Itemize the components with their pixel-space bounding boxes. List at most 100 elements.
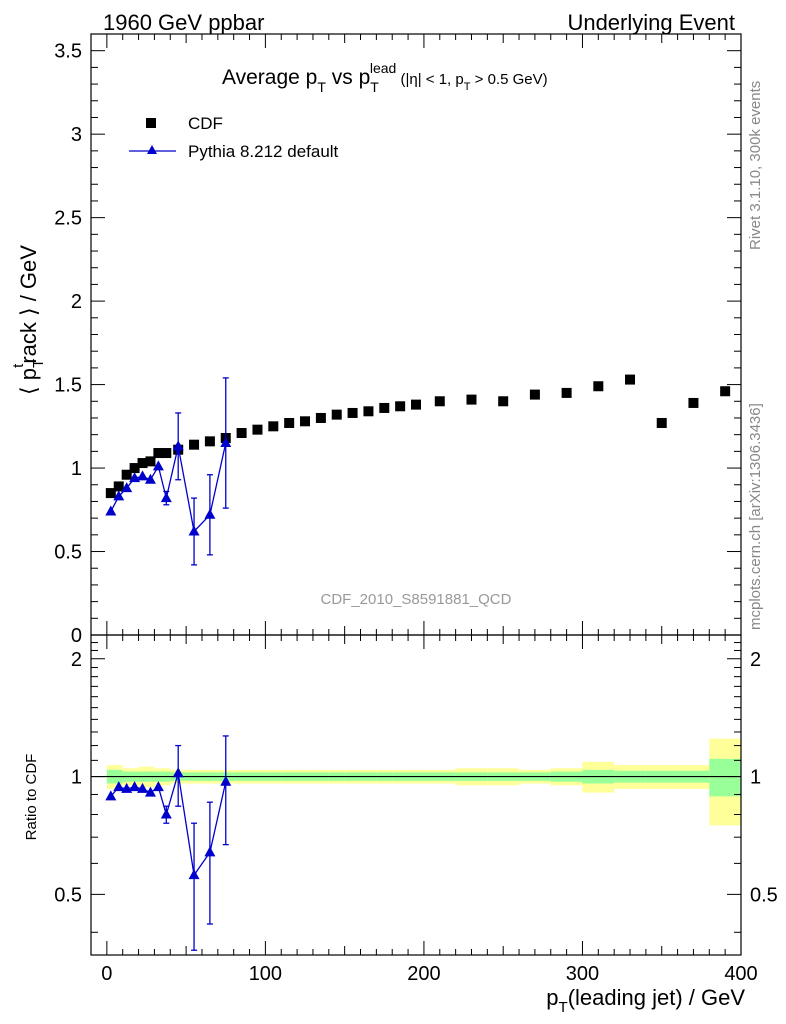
xlabel-p: p [546, 985, 558, 1010]
ratio-y-tick-label-right: 2 [750, 649, 761, 671]
cdf-data-point [529, 389, 540, 400]
y-tick-label: 2.5 [54, 208, 82, 230]
x-tick-label: 100 [249, 963, 282, 985]
pythia-ratio-point [152, 781, 164, 792]
y-tick-label: 3.5 [54, 41, 82, 63]
y-tick-label: 1.5 [54, 375, 82, 397]
plot-title: Average pT vs pTlead (|η| < 1, pT > 0.5 … [222, 60, 548, 95]
y-tick-label: 2 [71, 291, 82, 313]
title-sub1: T [317, 79, 326, 95]
cdf-data-point [720, 386, 731, 397]
cdf-data-point [331, 409, 342, 420]
y-tick-label: 3 [71, 124, 82, 146]
header-left: 1960 GeV ppbar [103, 10, 264, 35]
y-tick-label: 0.5 [54, 542, 82, 564]
cdf-data-point [379, 402, 390, 413]
cdf-data-point [300, 416, 311, 427]
xlabel-rest: (leading jet) / GeV [568, 985, 746, 1010]
ratio-y-axis-label: Ratio to CDF [23, 754, 40, 841]
x-tick-label: 300 [566, 963, 599, 985]
cdf-data-point [153, 448, 164, 459]
band-inner [709, 758, 741, 797]
x-tick-label: 400 [724, 963, 757, 985]
ratio-y-tick-label: 1 [71, 767, 82, 789]
cdf-data-point [145, 456, 156, 467]
cdf-data-point [411, 399, 421, 410]
main-panel-marks [105, 374, 731, 566]
axes: 0 100 200 300 400 0 0.5 1 1.5 2 2.5 3 3.5 0.5 0.5 1 1 2 2 [54, 33, 778, 985]
side-label-mcplots: mcplots.cern.ch [arXiv:1306.3436] [747, 403, 764, 630]
legend-data-label: CDF [188, 114, 223, 133]
pythia-point [121, 482, 133, 493]
x-tick-label: 0 [101, 963, 112, 985]
pythia-ratio-point [220, 775, 232, 786]
pythia-point [105, 505, 117, 516]
cdf-data-point [284, 417, 295, 428]
pythia-point [129, 472, 141, 483]
cdf-data-point [137, 458, 148, 469]
pythia-ratio-point [129, 781, 141, 792]
pythia-ratio-point [113, 781, 125, 792]
ratio-y-tick-label-right: 0.5 [750, 884, 778, 906]
pythia-ratio-point [172, 767, 184, 778]
pythia-point [188, 525, 200, 536]
side-label-rivet: Rivet 3.1.10, 300k events [747, 81, 764, 250]
pythia-point [137, 470, 149, 481]
legend-data-marker [146, 118, 156, 128]
cdf-data-point [395, 401, 406, 412]
y-tick-label: 0 [71, 625, 82, 647]
ylabel-rest: rack ⟩ / GeV [16, 245, 41, 364]
y-axis-label: ⟨ pTtrack ⟩ / GeV [10, 245, 47, 395]
ylabel-open: ⟨ p [16, 368, 41, 395]
cdf-data-point [204, 436, 215, 447]
ylabel-sub: T [30, 359, 47, 368]
pythia-point [220, 437, 232, 448]
header-right: Underlying Event [567, 10, 735, 35]
title-cut-end: > 0.5 GeV) [470, 71, 547, 88]
title-sub3: T [464, 81, 471, 93]
ylabel-sup: t [10, 363, 27, 368]
title-cut: (|η| < 1, p [396, 71, 463, 88]
title-sup: lead [370, 60, 396, 76]
ratio-y-tick-label-right: 1 [750, 767, 761, 789]
ratio-panel-marks [105, 735, 232, 951]
title-mid: vs p [326, 66, 370, 89]
cdf-data-point [593, 381, 604, 392]
cdf-data-point [129, 463, 140, 474]
legend-mc-label: Pythia 8.212 default [188, 142, 339, 161]
pythia-point [172, 440, 184, 451]
cdf-data-point [113, 481, 124, 492]
ratio-uncertainty-bands [91, 738, 741, 826]
pythia-ratio-point [105, 790, 117, 801]
title-sub2: T [370, 79, 379, 95]
legend-mc-marker [147, 145, 157, 154]
cdf-data-point [656, 417, 667, 428]
pythia-ratio-point [160, 808, 172, 819]
cdf-data-point [268, 421, 279, 432]
x-axis-label: pT(leading jet) / GeV [546, 985, 745, 1016]
ratio-panel-frame [90, 634, 742, 956]
x-tick-label: 200 [407, 963, 440, 985]
cdf-data-point [236, 427, 247, 438]
cdf-data-point [315, 412, 326, 423]
ratio-y-tick-label: 2 [71, 649, 82, 671]
analysis-watermark: CDF_2010_S8591881_QCD [321, 591, 512, 608]
cdf-data-point [121, 469, 132, 480]
pythia-point [152, 460, 164, 471]
cdf-data-point [625, 374, 636, 385]
pythia-point [144, 473, 156, 484]
cdf-data-point [105, 488, 116, 499]
pythia-ratio-point [144, 786, 156, 797]
cdf-data-point [498, 396, 509, 407]
cdf-data-point [561, 387, 572, 398]
pythia-ratio-point [188, 869, 200, 880]
pythia-ratio-point [204, 846, 216, 857]
cdf-data-point [688, 397, 699, 408]
cdf-data-point [434, 396, 445, 407]
ratio-y-tick-label: 0.5 [54, 884, 82, 906]
cdf-data-point [161, 448, 172, 459]
cdf-data-point [252, 424, 263, 435]
pythia-ratio-point [137, 782, 149, 793]
